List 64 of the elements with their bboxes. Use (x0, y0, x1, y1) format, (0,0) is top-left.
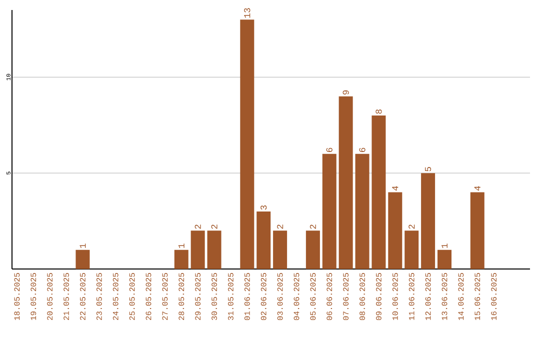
bar (207, 230, 222, 269)
bar (273, 230, 288, 269)
bar (256, 211, 271, 269)
x-tick-label: 05.06.2025 (310, 273, 316, 320)
x-tick-label: 24.05.2025 (112, 273, 118, 320)
bar (421, 173, 436, 269)
data-label: 4 (392, 186, 398, 191)
bar (76, 250, 90, 269)
x-tick-label: 09.06.2025 (376, 273, 382, 320)
data-label: 6 (359, 148, 366, 152)
data-label: 2 (277, 224, 284, 229)
bar (174, 250, 188, 269)
data-label: 9 (342, 90, 349, 95)
bar (338, 96, 353, 269)
x-tick-label: 18.05.2025 (14, 273, 20, 320)
x-tick-label: 06.06.2025 (326, 273, 332, 320)
x-tick-label: 29.05.2025 (195, 273, 201, 320)
bar (190, 230, 205, 269)
x-tick-label: 07.06.2025 (343, 273, 349, 320)
data-label: 6 (326, 148, 332, 152)
x-tick-label: 30.05.2025 (212, 273, 217, 320)
x-tick-label: 20.05.2025 (47, 273, 53, 320)
bar (437, 250, 452, 269)
x-tick-label: 03.06.2025 (277, 273, 283, 320)
x-tick-label: 22.05.2025 (80, 273, 86, 320)
x-tick-label: 31.05.2025 (228, 273, 234, 320)
x-tick-label: 28.05.2025 (178, 273, 184, 320)
x-tick-label: 19.05.2025 (30, 273, 36, 320)
x-tick-label: 08.06.2025 (360, 273, 365, 320)
x-tick-label: 16.06.2025 (491, 273, 497, 320)
x-tick-label: 15.06.2025 (474, 273, 480, 320)
data-label: 2 (408, 224, 415, 229)
data-label: 1 (442, 244, 448, 248)
data-label: 2 (310, 224, 316, 229)
x-tick-label: 12.06.2025 (425, 273, 431, 320)
data-label: 1 (178, 244, 184, 248)
x-tick-label: 21.05.2025 (64, 273, 69, 320)
data-label: 4 (474, 186, 480, 191)
x-tick-label: 01.06.2025 (244, 273, 250, 320)
data-label: 8 (376, 110, 382, 114)
data-label: 3 (260, 205, 267, 210)
x-tick-label: 14.06.2025 (458, 273, 464, 320)
x-tick-label: 13.06.2025 (442, 273, 448, 320)
x-tick-label: 26.05.2025 (146, 273, 152, 320)
bar (404, 230, 419, 269)
bar (240, 20, 254, 269)
bar (388, 192, 402, 269)
bar (355, 154, 370, 269)
x-tick-label: 27.05.2025 (162, 273, 168, 320)
bar (470, 192, 484, 269)
x-tick-label: 11.06.2025 (408, 273, 414, 320)
x-tick-label: 23.05.2025 (96, 273, 102, 320)
x-tick-label: 04.06.2025 (294, 273, 300, 320)
data-label: 2 (194, 224, 201, 229)
data-label: 1 (80, 244, 86, 248)
bar (306, 230, 320, 269)
x-tick-label: 02.06.2025 (260, 273, 266, 320)
data-label: 5 (425, 167, 432, 172)
data-label: 2 (211, 224, 218, 229)
bar (322, 154, 336, 269)
data-label: 13 (244, 8, 250, 18)
bar (372, 116, 386, 269)
x-tick-label: 10.06.2025 (392, 273, 398, 320)
x-tick-label: 25.05.2025 (129, 273, 135, 320)
